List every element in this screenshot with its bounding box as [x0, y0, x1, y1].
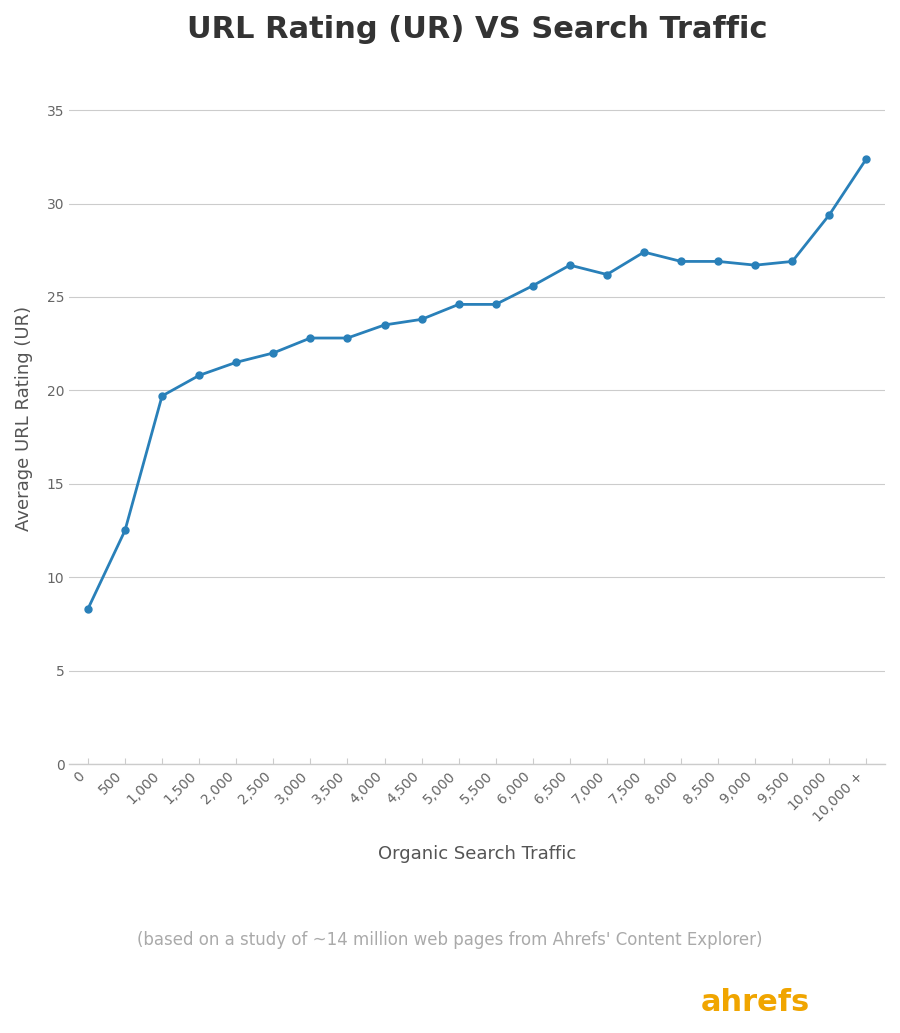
Title: URL Rating (UR) VS Search Traffic: URL Rating (UR) VS Search Traffic [187, 15, 768, 44]
Y-axis label: Average URL Rating (UR): Average URL Rating (UR) [15, 306, 33, 531]
Text: (based on a study of ~14 million web pages from Ahrefs' Content Explorer): (based on a study of ~14 million web pag… [137, 931, 763, 949]
X-axis label: Organic Search Traffic: Organic Search Traffic [378, 845, 576, 863]
Text: ahrefs: ahrefs [701, 988, 810, 1016]
